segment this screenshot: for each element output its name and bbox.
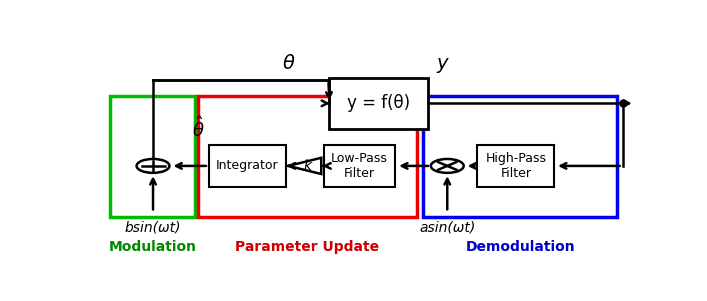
Circle shape	[431, 159, 464, 173]
Text: Demodulation: Demodulation	[465, 240, 575, 254]
Text: Modulation: Modulation	[109, 240, 197, 254]
Text: y: y	[436, 54, 448, 73]
FancyBboxPatch shape	[324, 145, 395, 187]
Circle shape	[136, 159, 170, 173]
Text: θ: θ	[282, 54, 294, 73]
Text: $\hat{\theta}$: $\hat{\theta}$	[192, 116, 204, 141]
Text: bsin(ωt): bsin(ωt)	[124, 220, 181, 234]
Polygon shape	[288, 158, 321, 174]
Text: Integrator: Integrator	[216, 160, 279, 172]
Text: k: k	[303, 159, 312, 173]
FancyBboxPatch shape	[209, 145, 286, 187]
Text: asin(ωt): asin(ωt)	[419, 220, 475, 234]
Text: y = f(θ): y = f(θ)	[347, 94, 410, 112]
Text: High-Pass
Filter: High-Pass Filter	[485, 152, 547, 180]
FancyBboxPatch shape	[477, 145, 554, 187]
FancyBboxPatch shape	[329, 78, 428, 129]
Text: Low-Pass
Filter: Low-Pass Filter	[331, 152, 388, 180]
Text: Parameter Update: Parameter Update	[235, 240, 380, 254]
